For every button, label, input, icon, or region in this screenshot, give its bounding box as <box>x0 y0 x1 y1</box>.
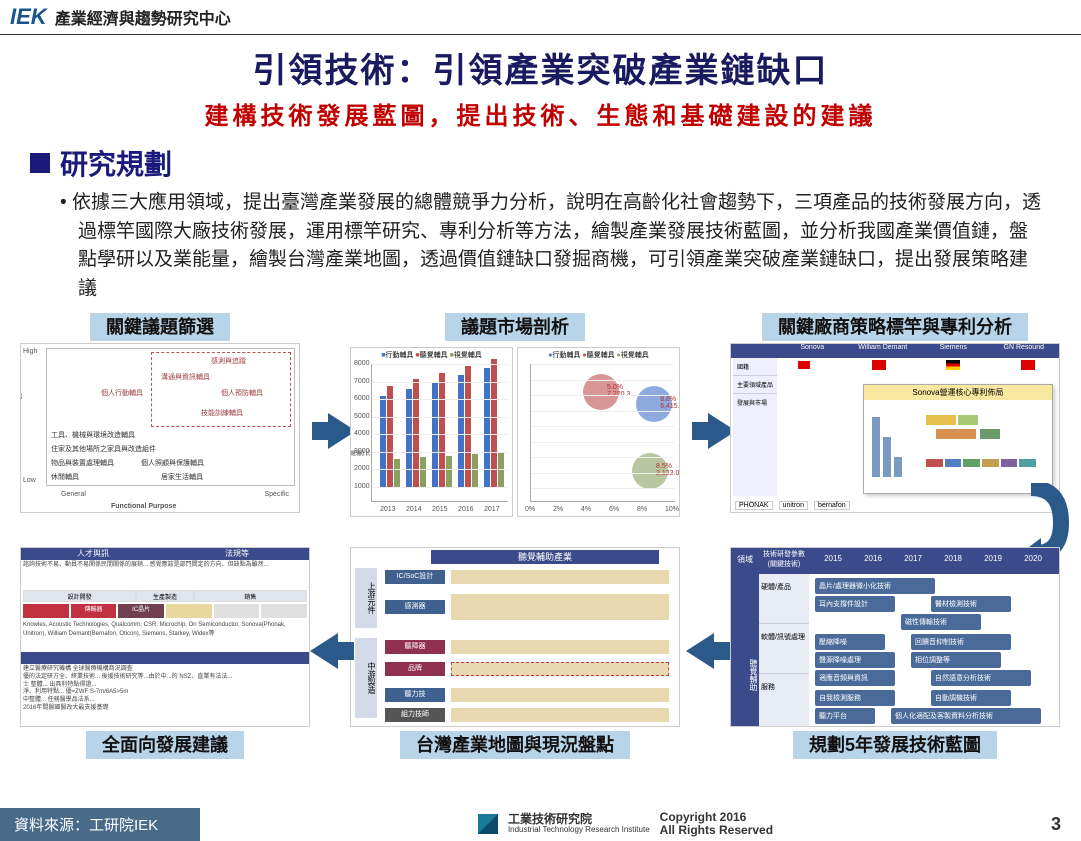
logo-text: IEK <box>10 4 47 30</box>
flag-icon <box>872 360 886 370</box>
flag-icon <box>946 360 960 370</box>
header-bar: IEK 產業經濟與趨勢研究中心 <box>0 0 1081 35</box>
strategy-table: 人才與訊 法規等 諮詢技術不易、動員不易関係民間關係的展銷... 感覺應該是部門… <box>20 547 310 727</box>
arrow-left-icon <box>310 633 338 669</box>
header-org: 產業經濟與趨勢研究中心 <box>55 5 231 29</box>
flow-diagram: 關鍵議題篩選 High Low Technology General Speci… <box>20 313 1061 773</box>
panel-label: 關鍵廠商策略標竿與專利分析 <box>762 313 1028 341</box>
itri-logo-icon <box>478 814 498 834</box>
section-head: 研究規劃 <box>30 143 1051 183</box>
body-paragraph: 依據三大應用領域，提出臺灣產業發展的總體競爭力分析，說明在高齡化社會趨勢下，三項… <box>60 189 1041 303</box>
panel-label: 台灣產業地圖與現況盤點 <box>400 731 630 759</box>
panel-roadmap: 領域 技術研發參數 (關鍵技術) 2015 2016 2017 2018 201… <box>730 543 1060 757</box>
footer-source: 資料來源：工研院IEK <box>0 808 200 841</box>
flag-icon <box>797 360 811 370</box>
panel-label: 議題市場剖析 <box>445 313 585 341</box>
bubble-chart: ●行動輔具 ●聽覺輔具 ●視覺輔具 5.0% 7,220.38.8% 6,415… <box>517 347 680 517</box>
footer-copyright: Copyright 2016 All Rights Reserved <box>660 811 773 837</box>
bar-chart: ■行動輔具 ■聽覺輔具 ■視覺輔具 單位百萬美元 201320142015201… <box>350 347 513 517</box>
footer: 資料來源：工研院IEK 工業技術研究院 Industrial Technolog… <box>0 807 1081 841</box>
bullet-square-icon <box>30 153 50 173</box>
panel-topic-filter: 關鍵議題篩選 High Low Technology General Speci… <box>20 313 300 513</box>
section-title: 研究規劃 <box>60 143 172 183</box>
quadrant-chart: High Low Technology General Specific Fun… <box>20 343 300 513</box>
flag-icon <box>1021 360 1035 370</box>
page-subtitle: 建構技術發展藍圖，提出技術、生態和基礎建設的建議 <box>0 96 1081 131</box>
panel-label: 規劃5年發展技術藍圖 <box>793 731 997 759</box>
panel-label: 全面向發展建議 <box>86 731 244 759</box>
panel-market-analysis: 議題市場剖析 ■行動輔具 ■聽覺輔具 ■視覺輔具 單位百萬美元 20132014… <box>350 313 680 517</box>
panel-label: 關鍵議題篩選 <box>90 313 230 341</box>
panel-strategy: 人才與訊 法規等 諮詢技術不易、動員不易関係民間關係的展銷... 感覺應該是部門… <box>20 543 310 757</box>
value-chain: 聽覺輔助產業 上游元件 中游製造 IC/SoC設計 感測器 聽障器 品牌 聽力技… <box>350 547 680 727</box>
roadmap-table: 領域 技術研發參數 (關鍵技術) 2015 2016 2017 2018 201… <box>730 547 1060 727</box>
page-title: 引領技術：引領產業突破產業鏈缺口 <box>0 43 1081 92</box>
arrow-left-icon <box>686 633 714 669</box>
footer-inst: 工業技術研究院 Industrial Technology Research I… <box>508 813 650 835</box>
panel-industry-map: 聽覺輔助產業 上游元件 中游製造 IC/SoC設計 感測器 聽障器 品牌 聽力技… <box>350 543 680 757</box>
page-number: 3 <box>1051 814 1081 835</box>
